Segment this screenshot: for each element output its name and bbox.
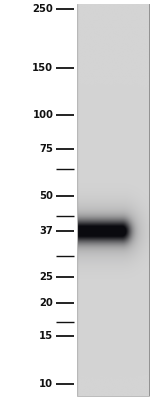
Text: 50: 50 (39, 191, 53, 201)
Text: 37: 37 (39, 226, 53, 236)
Text: 25: 25 (39, 272, 53, 282)
Text: 15: 15 (39, 332, 53, 342)
Text: 10: 10 (39, 379, 53, 389)
Text: 75: 75 (39, 144, 53, 154)
Text: 150: 150 (32, 63, 53, 73)
Bar (78, 4, 149, 396)
Text: 250: 250 (32, 4, 53, 14)
Text: kDa: kDa (26, 0, 52, 2)
Text: 20: 20 (39, 298, 53, 308)
Text: 100: 100 (32, 110, 53, 120)
